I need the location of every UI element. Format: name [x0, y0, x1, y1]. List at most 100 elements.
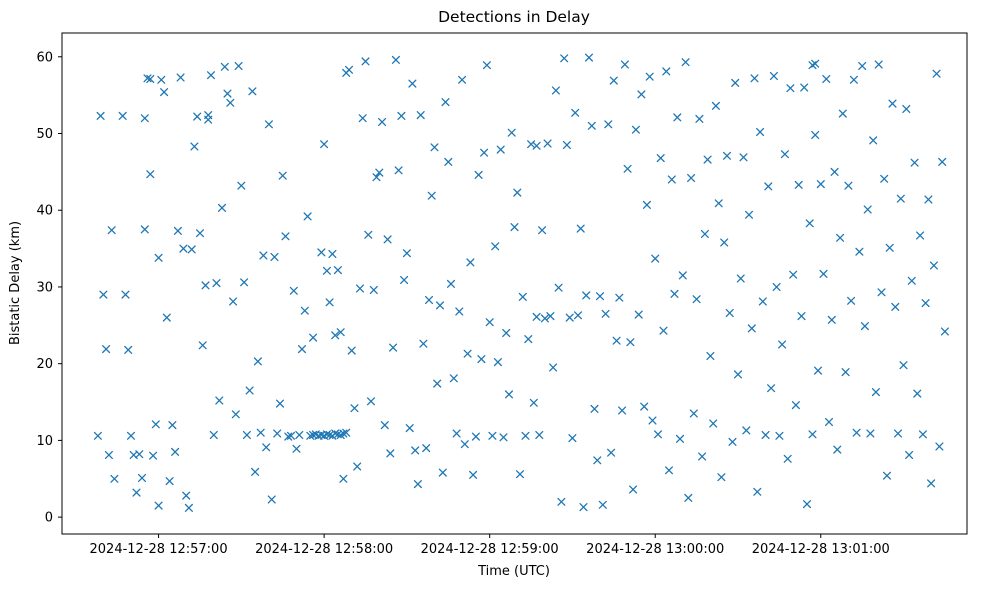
data-point: [372, 173, 381, 182]
data-point: [739, 153, 748, 162]
data-point: [309, 333, 318, 342]
data-point: [789, 270, 798, 279]
data-point: [637, 90, 646, 99]
y-tick-label: 40: [36, 204, 53, 219]
data-point: [336, 328, 345, 337]
data-point: [518, 292, 527, 301]
data-point: [858, 61, 867, 71]
data-point: [193, 112, 202, 121]
data-point: [841, 368, 850, 377]
data-point: [891, 302, 900, 311]
data-point: [496, 145, 505, 154]
data-point: [860, 322, 869, 331]
data-point: [758, 297, 767, 306]
data-point: [355, 284, 365, 293]
data-point: [400, 275, 409, 285]
data-point: [582, 291, 591, 300]
chart-title: Detections in Delay: [438, 8, 590, 26]
data-point: [811, 130, 820, 140]
data-point: [488, 431, 497, 440]
data-point: [554, 283, 563, 292]
data-point: [618, 406, 627, 415]
data-point: [223, 89, 232, 98]
data-point: [325, 298, 334, 307]
data-point: [289, 286, 298, 295]
data-point: [620, 60, 629, 69]
data-point: [775, 431, 784, 440]
data-point: [576, 224, 585, 233]
data-point: [692, 295, 701, 304]
data-point: [339, 474, 348, 483]
data-point: [703, 155, 712, 164]
data-point: [226, 98, 235, 107]
data-point: [375, 168, 384, 177]
data-point: [830, 167, 839, 176]
data-point: [720, 238, 729, 247]
y-axis-ticks: 0 10 20 30 40 50 60: [36, 50, 62, 526]
data-point: [612, 336, 621, 345]
data-point: [96, 111, 105, 120]
data-point: [772, 282, 781, 292]
data-point: [579, 503, 588, 512]
data-point: [386, 449, 395, 458]
data-point: [551, 86, 560, 95]
x-axis-label: Time (UTC): [477, 564, 550, 579]
data-point: [251, 467, 260, 476]
data-point: [543, 139, 552, 148]
data-point: [295, 430, 304, 440]
data-point: [99, 290, 108, 299]
data-point: [402, 249, 411, 258]
x-tick-label: 2024-12-28 12:57:00: [90, 542, 228, 557]
data-point: [783, 454, 792, 463]
data-point: [240, 278, 249, 287]
x-tick-label: 2024-12-28 12:58:00: [255, 542, 393, 557]
data-point: [590, 404, 599, 413]
data-point: [695, 114, 704, 123]
data-point: [869, 136, 878, 145]
y-tick-label: 30: [36, 280, 53, 295]
data-point: [797, 312, 806, 321]
data-point: [275, 399, 285, 408]
data-point: [419, 339, 428, 348]
data-point: [438, 468, 447, 477]
data-point: [176, 73, 185, 82]
data-point: [689, 409, 698, 418]
data-point: [673, 113, 682, 122]
data-point: [187, 245, 196, 254]
data-point: [140, 225, 149, 234]
data-point: [413, 480, 422, 489]
data-point: [173, 226, 182, 235]
data-point: [469, 470, 478, 479]
data-point: [157, 75, 166, 84]
data-point: [805, 219, 814, 228]
data-point: [389, 343, 398, 352]
data-point: [102, 345, 111, 354]
data-point: [667, 175, 676, 184]
data-point: [562, 140, 571, 150]
data-point: [532, 141, 541, 150]
data-point: [408, 79, 417, 88]
data-point: [838, 109, 847, 118]
data-point: [154, 253, 163, 262]
data-point: [422, 444, 431, 453]
data-point: [587, 121, 596, 130]
data-point: [259, 251, 268, 260]
data-point: [767, 384, 776, 393]
data-point: [607, 448, 616, 457]
data-point: [460, 440, 469, 449]
data-point: [778, 340, 787, 349]
data-point: [700, 229, 709, 239]
data-point: [813, 366, 823, 375]
data-point: [378, 117, 387, 127]
data-point: [353, 462, 362, 471]
data-point: [292, 444, 301, 453]
data-point: [816, 180, 825, 189]
data-point: [212, 279, 221, 288]
data-point: [424, 295, 434, 305]
data-point: [833, 445, 842, 454]
data-point: [653, 430, 663, 439]
data-point: [411, 446, 420, 455]
data-point: [626, 338, 635, 347]
data-point: [568, 434, 577, 443]
data-point: [938, 157, 947, 166]
